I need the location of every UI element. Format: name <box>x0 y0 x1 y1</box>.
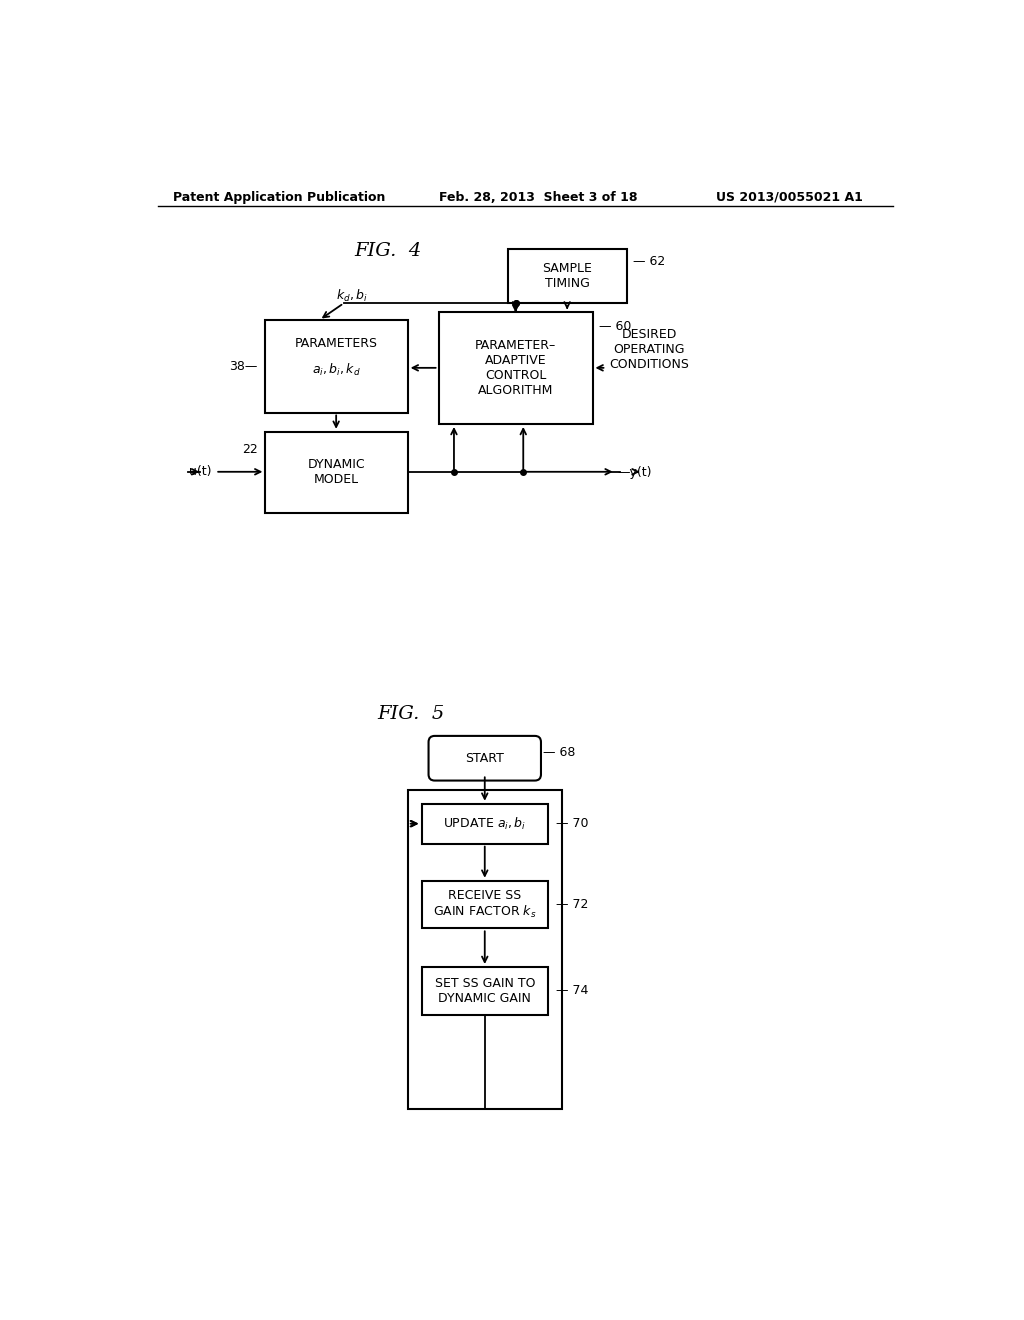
Text: PARAMETER–
ADAPTIVE
CONTROL
ALGORITHM: PARAMETER– ADAPTIVE CONTROL ALGORITHM <box>475 339 556 397</box>
Text: — 74: — 74 <box>556 985 588 998</box>
Text: — 62: — 62 <box>634 256 666 268</box>
Bar <box>422 880 548 928</box>
Text: SAMPLE
TIMING: SAMPLE TIMING <box>543 263 592 290</box>
Text: SET SS GAIN TO
DYNAMIC GAIN: SET SS GAIN TO DYNAMIC GAIN <box>434 977 535 1005</box>
Bar <box>438 313 593 424</box>
Text: DYNAMIC
MODEL: DYNAMIC MODEL <box>307 458 365 486</box>
Bar <box>422 804 548 843</box>
Text: RECEIVE SS
GAIN FACTOR $k_s$: RECEIVE SS GAIN FACTOR $k_s$ <box>433 888 537 920</box>
Text: Feb. 28, 2013  Sheet 3 of 18: Feb. 28, 2013 Sheet 3 of 18 <box>438 191 637 203</box>
Bar <box>265 321 408 412</box>
Bar <box>508 249 628 304</box>
Text: UPDATE $a_i,b_i$: UPDATE $a_i,b_i$ <box>443 816 526 832</box>
Text: — 60: — 60 <box>599 321 631 333</box>
Text: START: START <box>465 751 504 764</box>
Text: 38—: 38— <box>229 360 258 372</box>
Text: 22: 22 <box>242 444 258 457</box>
Text: — 70: — 70 <box>556 817 588 830</box>
Text: $k_d,b_i$: $k_d,b_i$ <box>336 288 368 304</box>
Text: FIG.  4: FIG. 4 <box>354 242 421 260</box>
Text: — 72: — 72 <box>556 898 588 911</box>
Bar <box>422 966 548 1015</box>
Bar <box>265 432 408 512</box>
Text: — 68: — 68 <box>543 746 574 759</box>
Text: FIG.  5: FIG. 5 <box>377 705 444 723</box>
Text: Patent Application Publication: Patent Application Publication <box>173 191 385 203</box>
Text: —y(t): —y(t) <box>617 466 651 479</box>
FancyBboxPatch shape <box>429 737 541 780</box>
Text: PARAMETERS: PARAMETERS <box>295 337 378 350</box>
Text: $a_i,b_i,k_d$: $a_i,b_i,k_d$ <box>311 362 360 379</box>
Bar <box>408 789 562 1109</box>
Text: u(t): u(t) <box>188 465 211 478</box>
Text: DESIRED
OPERATING
CONDITIONS: DESIRED OPERATING CONDITIONS <box>609 327 689 371</box>
Text: US 2013/0055021 A1: US 2013/0055021 A1 <box>716 191 862 203</box>
